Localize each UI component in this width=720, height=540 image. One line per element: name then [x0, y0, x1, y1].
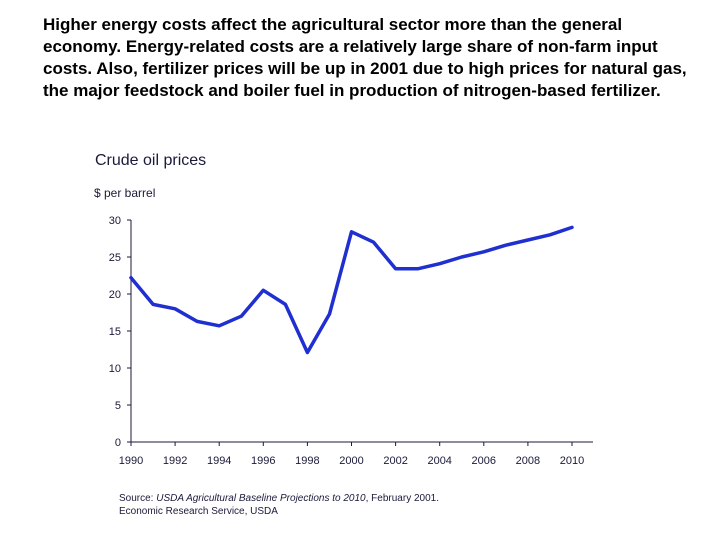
x-tick-label: 2006	[472, 455, 496, 467]
x-tick-label: 1996	[251, 455, 275, 467]
source-note: Source: USDA Agricultural Baseline Proje…	[119, 492, 439, 518]
x-tick-label: 2004	[427, 455, 451, 467]
chart-axes	[130, 220, 593, 443]
y-tick-label: 25	[109, 252, 121, 264]
chart-title: Crude oil prices	[95, 152, 207, 169]
x-tick-label: 1990	[119, 455, 143, 467]
source-suffix: , February 2001.	[365, 493, 439, 504]
source-line-2: Economic Research Service, USDA	[119, 506, 278, 517]
source-line-1: Source: USDA Agricultural Baseline Proje…	[119, 492, 439, 505]
y-tick-label: 10	[109, 363, 121, 375]
x-tick-label: 1992	[163, 455, 187, 467]
y-tick-label: 20	[109, 289, 121, 301]
x-tick-label: 1994	[207, 455, 231, 467]
y-tick-label: 30	[109, 215, 121, 227]
y-tick-label: 5	[115, 400, 121, 412]
intro-text: Higher energy costs affect the agricultu…	[43, 15, 687, 100]
source-publication: USDA Agricultural Baseline Projections t…	[156, 493, 366, 504]
x-tick-label: 2002	[383, 455, 407, 467]
x-tick-label: 1998	[295, 455, 319, 467]
y-axis-unit-label: $ per barrel	[94, 186, 156, 200]
y-tick-label: 0	[115, 437, 121, 449]
x-tick-label: 2008	[516, 455, 540, 467]
source-prefix: Source:	[119, 493, 157, 504]
x-tick-label: 2010	[560, 455, 584, 467]
x-axis-ticks: 1990 1992 1994 1996 1998 2000 2002 2004 2006 2008…	[119, 442, 584, 467]
y-tick-label: 15	[109, 326, 121, 338]
chart-series	[129, 225, 574, 355]
y-axis-ticks: 0 5 10 15 20 25 30	[109, 215, 131, 449]
x-tick-label: 2000	[339, 455, 363, 467]
series-line	[129, 225, 574, 355]
